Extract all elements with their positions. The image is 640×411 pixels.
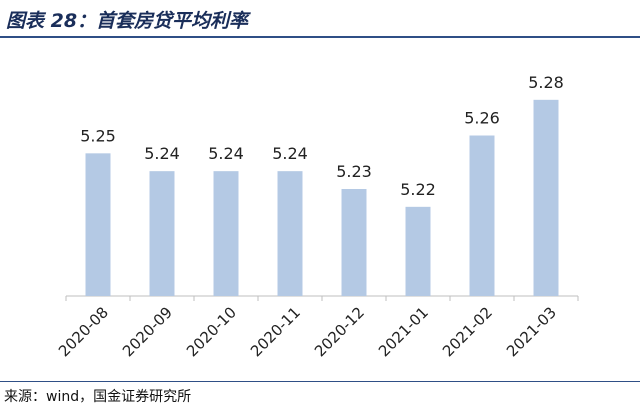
source-divider xyxy=(0,381,640,382)
bar-chart: 5.25 2020-08 5.24 2020-09 5.24 2020-10 5.24 202… xyxy=(55,73,579,360)
bar-2020-12 xyxy=(341,189,367,296)
data-label-2020-10: 5.24 xyxy=(208,144,244,163)
bar-2020-08 xyxy=(85,153,111,296)
bar-2021-03 xyxy=(533,99,559,296)
data-label-2020-12: 5.23 xyxy=(336,162,372,181)
data-label-2020-11: 5.24 xyxy=(272,144,308,163)
data-label-2021-03: 5.28 xyxy=(528,73,564,92)
x-tick-label-2020-09: 2020-09 xyxy=(119,303,176,360)
data-label-2020-09: 5.24 xyxy=(144,144,180,163)
data-label-2021-01: 5.22 xyxy=(400,180,436,199)
x-tick-label-2021-01: 2021-01 xyxy=(375,303,432,360)
x-tick-label-2020-10: 2020-10 xyxy=(183,303,240,360)
x-tick-label-2020-08: 2020-08 xyxy=(55,303,112,360)
data-label-2021-02: 5.26 xyxy=(464,109,500,128)
chart-title: 图表 28：首套房贷平均利率 xyxy=(6,10,249,32)
bar-2020-11 xyxy=(277,171,303,296)
x-tick-label-2021-02: 2021-02 xyxy=(439,303,496,360)
bar-2021-02 xyxy=(469,135,495,296)
title-divider xyxy=(0,36,640,38)
x-tick-label-2020-12: 2020-12 xyxy=(311,303,368,360)
x-tick-label-2021-03: 2021-03 xyxy=(503,303,560,360)
bar-2020-09 xyxy=(149,171,175,296)
bar-2020-10 xyxy=(213,171,239,296)
source-note: 来源：wind，国金证券研究所 xyxy=(4,389,192,405)
data-label-2020-08: 5.25 xyxy=(80,126,116,145)
x-tick-label-2020-11: 2020-11 xyxy=(247,303,304,360)
bar-2021-01 xyxy=(405,206,431,296)
